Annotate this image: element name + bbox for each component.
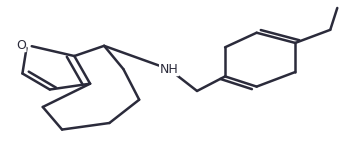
Text: O: O <box>16 39 26 52</box>
Text: NH: NH <box>159 63 178 76</box>
